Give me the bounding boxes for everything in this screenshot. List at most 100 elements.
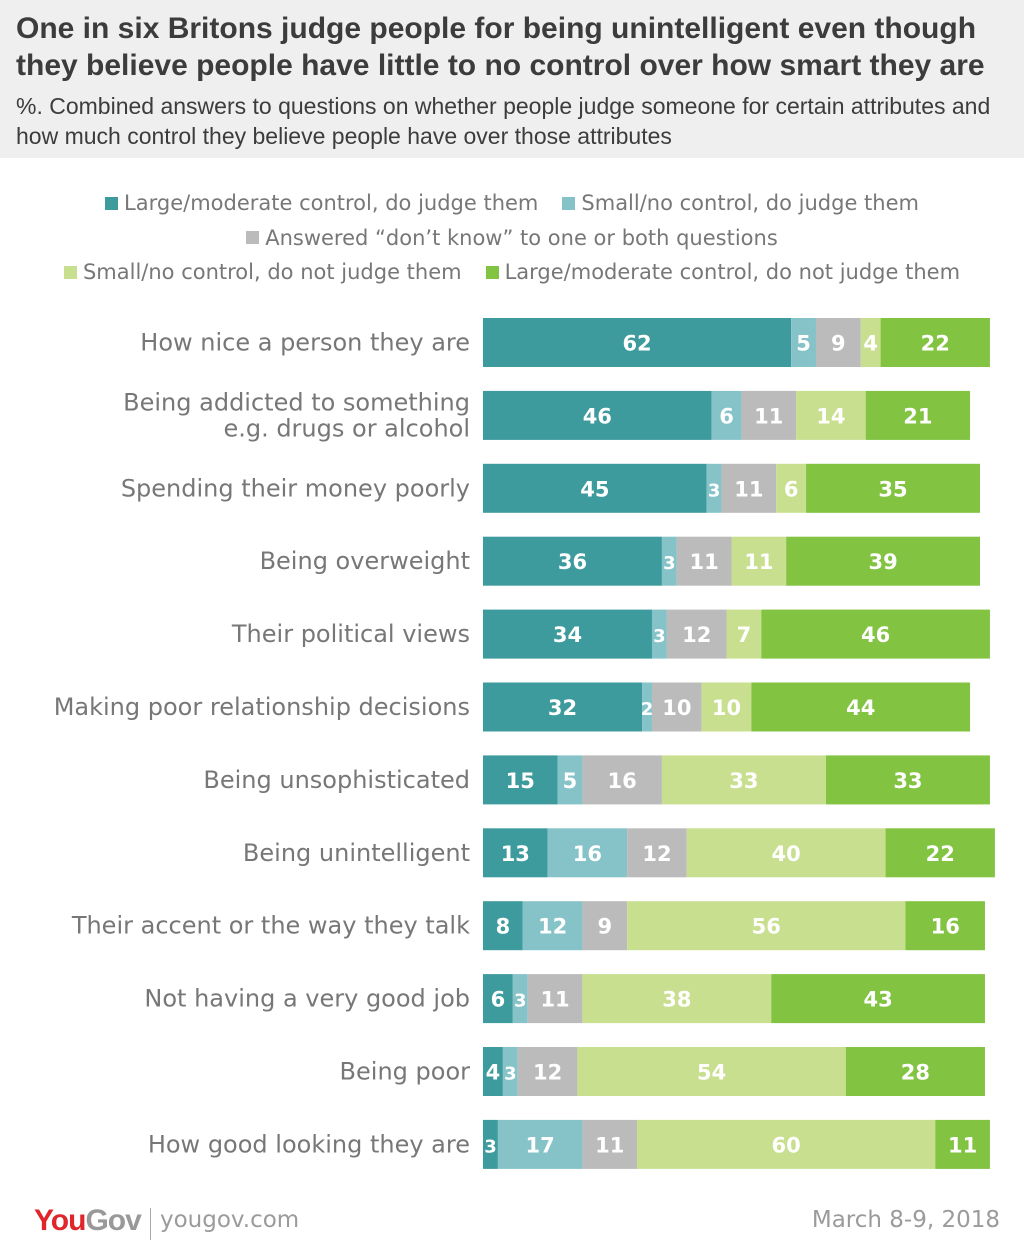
bar-segment [483, 390, 712, 440]
data-label: 46 [583, 404, 612, 428]
bar-segment [651, 682, 702, 732]
data-label: 32 [548, 696, 577, 720]
legend-swatch [105, 196, 119, 210]
bar-segment [776, 463, 807, 513]
data-label: 6 [784, 477, 799, 501]
data-label: 43 [863, 988, 892, 1012]
bar-segment [845, 1047, 985, 1096]
data-label: 3 [514, 991, 527, 1012]
legend: Large/moderate control, do judge them Sm… [0, 186, 1024, 290]
bar-segment [791, 318, 816, 367]
data-label: 13 [501, 842, 530, 866]
data-label: 40 [772, 842, 801, 866]
category-label: Their accent or the way they talk [71, 912, 470, 940]
data-label: 16 [931, 915, 960, 939]
bar-segment [885, 828, 995, 878]
data-label: 6 [491, 988, 506, 1012]
legend-label: Small/no control, do not judge them [82, 260, 462, 285]
bar-segment [686, 828, 886, 878]
legend-item-small-control-not-judge: Small/no control, do not judge them [63, 260, 462, 285]
bar-segment [786, 536, 980, 586]
bar-segment [661, 536, 677, 586]
bar-segment [880, 318, 990, 367]
logo-you: You [34, 1204, 86, 1237]
data-label: 12 [533, 1061, 562, 1085]
data-label: 3 [708, 480, 721, 501]
bar-segment [666, 609, 727, 659]
legend-label: Large/moderate control, do judge them [124, 191, 539, 216]
bar-segment [557, 755, 583, 805]
bar-segment [527, 974, 583, 1024]
data-label: 22 [921, 332, 950, 356]
bar-segment [483, 682, 643, 732]
bar-segment [483, 536, 662, 586]
bar-segment [815, 318, 861, 367]
legend-item-small-control-judge: Small/no control, do judge them [562, 191, 919, 215]
bar-segment [483, 828, 548, 878]
data-label: 3 [653, 626, 666, 647]
category-label: Making poor relationship decisions [54, 693, 470, 721]
bar-segment [577, 1047, 846, 1096]
data-label: 11 [948, 1133, 977, 1157]
bar-segment [483, 463, 707, 513]
data-label: 45 [580, 477, 609, 501]
category-label: Being unintelligent [243, 839, 470, 867]
data-label: 16 [608, 769, 637, 793]
data-label: 36 [558, 550, 587, 574]
bar-segment [661, 755, 826, 805]
data-label: 15 [506, 769, 535, 793]
legend-item-large-control-judge: Large/moderate control, do judge them [105, 191, 538, 215]
data-label: 11 [690, 550, 719, 574]
data-label: 2 [641, 699, 654, 720]
bar-segment [726, 609, 762, 659]
data-label: 38 [662, 988, 691, 1012]
category-label: Being unsophisticated [203, 766, 470, 794]
data-label: 34 [553, 623, 582, 647]
bar-segment [497, 1119, 583, 1169]
bar-segment [905, 901, 985, 951]
category-label: How nice a person they are [140, 329, 470, 357]
bar-segment [483, 755, 558, 805]
data-label: 10 [662, 696, 691, 720]
data-label: 5 [796, 332, 811, 356]
data-label: 11 [540, 988, 569, 1012]
legend-swatch [485, 265, 499, 279]
bar-segment [731, 536, 787, 586]
bar-segment [761, 609, 990, 659]
yougov-logo: YouGov [34, 1204, 142, 1238]
bar-segment [582, 1119, 638, 1169]
bar-segment [512, 974, 528, 1024]
footer-date: March 8-9, 2018 [811, 1207, 1000, 1233]
bar-segment [676, 536, 732, 586]
bar-segment [483, 974, 513, 1024]
data-label: 21 [903, 404, 932, 428]
data-label: 12 [642, 842, 671, 866]
bar-segment [517, 1047, 578, 1096]
data-label: 9 [831, 332, 846, 356]
bar-segment [796, 390, 866, 440]
data-label: 33 [729, 769, 758, 793]
data-label: 60 [772, 1133, 801, 1157]
legend-label: Answered “don’t know” to one or both que… [265, 225, 778, 250]
data-label: 11 [754, 404, 783, 428]
data-label: 46 [861, 623, 890, 647]
data-label: 11 [595, 1133, 624, 1157]
bar-segment [483, 901, 523, 951]
bar-segment [582, 901, 628, 951]
data-label: 9 [597, 915, 612, 939]
bar-segment [522, 901, 583, 951]
data-label: 3 [484, 1136, 497, 1157]
chart-title: One in six Britons judge people for bein… [16, 12, 985, 82]
data-label: 7 [737, 623, 752, 647]
legend-item-large-control-not-judge: Large/moderate control, do not judge the… [485, 260, 960, 284]
data-label: 3 [663, 553, 676, 574]
data-label: 12 [682, 623, 711, 647]
data-label: 12 [538, 915, 567, 939]
legend-item-dont-know: Answered “don’t know” to one or both que… [246, 226, 778, 250]
category-label: Not having a very good job [144, 985, 470, 1013]
category-label: Their political views [231, 620, 470, 648]
bar-segment [701, 682, 752, 732]
bar-segment [483, 1119, 498, 1169]
bar-segment [637, 1119, 936, 1169]
data-label: 3 [504, 1064, 517, 1085]
